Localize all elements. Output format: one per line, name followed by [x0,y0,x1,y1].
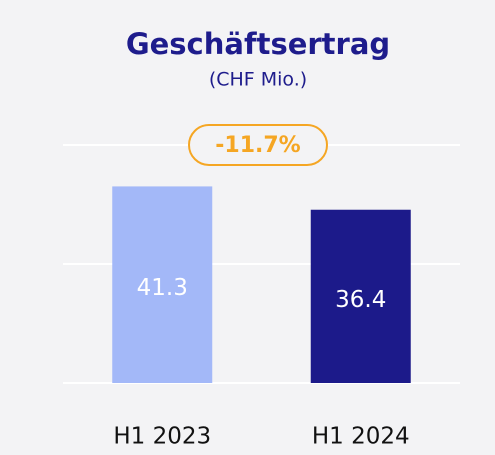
x-tick-label: H1 2023 [113,424,211,450]
data-label: 41.3 [137,275,188,301]
bar [310,209,411,383]
annotation: -11.7% [215,133,300,158]
x-tick-label: H1 2024 [312,424,410,450]
chart-subtitle: (CHF Mio.) [209,69,307,91]
data-label: 36.4 [335,287,386,313]
bar [112,186,213,383]
annotation-pill [188,124,328,166]
chart-title: Geschäftsertrag [126,27,390,61]
